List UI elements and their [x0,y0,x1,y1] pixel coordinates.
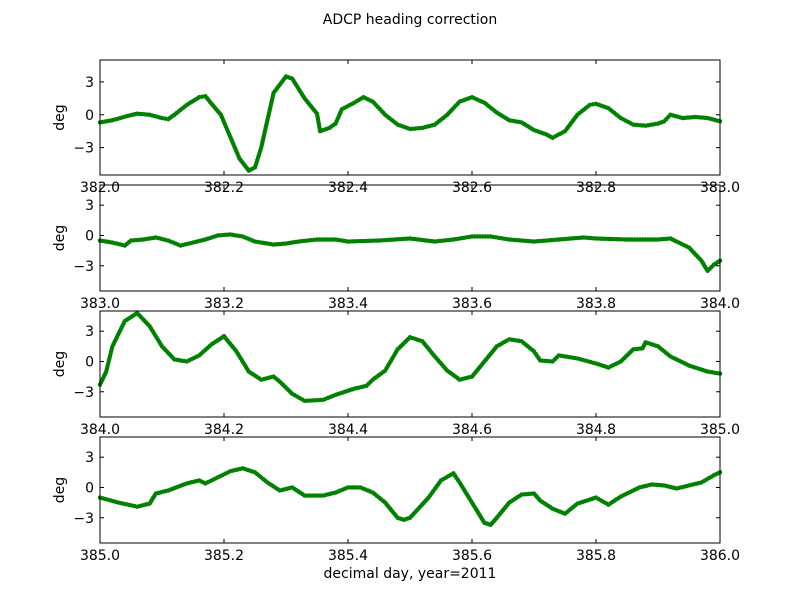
x-tick-label: 385.4 [328,548,368,564]
x-tick-label: 384.8 [576,422,616,438]
x-tick-label: 383.2 [204,296,244,312]
y-tick-label: 3 [85,324,94,340]
x-tick-label: 383.6 [452,296,492,312]
panel-4: 385.0 385.2 385.4 385.6 385.8 386.0 3 0 −3 deg [52,436,740,564]
panel-2: 383.0 383.2 383.4 383.6 383.8 384.0 3 0 −3 deg [52,184,740,312]
series-markers-1 [97,74,723,173]
y-tick-label: 3 [85,450,94,466]
x-tick-label: 385.0 [80,548,120,564]
y-tick-label: 0 [85,228,94,244]
y-tick-label: 0 [85,480,94,496]
y-tick-label: −3 [73,511,94,527]
figure-title: ADCP heading correction [323,12,497,28]
y-tick-label: 3 [85,198,94,214]
y-tick-label: 0 [85,108,94,124]
x-tick-label: 383.8 [576,296,616,312]
x-tick-label: 383.4 [328,296,368,312]
axes-frame-4 [99,436,721,544]
y-axis-label: deg [52,351,68,377]
x-tick-label: 385.8 [576,548,616,564]
x-tick-label: 385.2 [204,548,244,564]
x-tick-label: 386.0 [700,548,740,564]
y-tick-label: 3 [85,75,94,91]
x-tick-label: 384.0 [700,296,740,312]
y-tick-label: −3 [73,385,94,401]
axes-frame-1 [99,59,721,176]
panels: 382.0 382.2 382.4 382.6 382.8 383.030−3deg383… [52,59,740,564]
x-tick-label: 383.0 [80,296,120,312]
panel-3: 384.0 384.2 384.4 384.6 384.8 385.0 3 0 −3 deg [52,310,740,438]
x-tick-label: 384.2 [204,422,244,438]
x-tick-label: 384.4 [328,422,368,438]
x-axis-label: decimal day, year=2011 [324,566,497,582]
axes-frame-2 [99,184,721,292]
series-markers-3 [97,310,723,404]
y-tick-label: −3 [73,141,94,157]
y-axis-label: deg [52,225,68,251]
x-tick-label: 385.0 [700,422,740,438]
axes-frame-3 [99,310,721,418]
x-tick-label: 384.6 [452,422,492,438]
x-tick-label: 384.0 [80,422,120,438]
x-tick-label: 385.6 [452,548,492,564]
series-markers-4 [97,466,723,528]
y-axis-label: deg [52,104,68,130]
series-markers-2 [97,232,723,274]
y-axis-label: deg [52,477,68,503]
y-tick-label: 0 [85,354,94,370]
y-tick-label: −3 [73,259,94,275]
